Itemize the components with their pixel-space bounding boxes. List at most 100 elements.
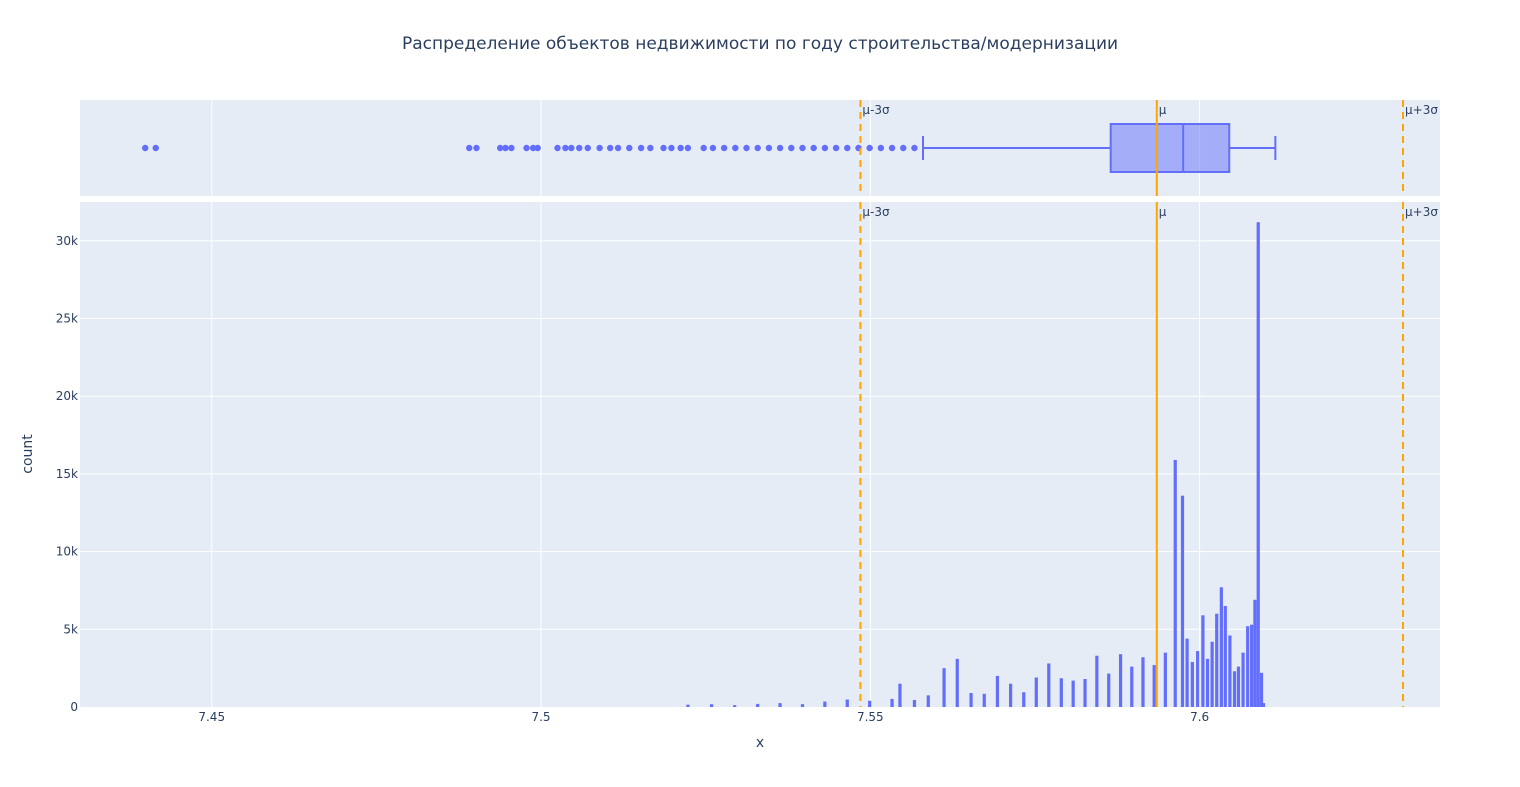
reference-lines: μ-3σ μ-3σ μ μ μ+3σ μ+3σ [859,100,1438,707]
histogram-bar [969,693,973,707]
histogram-bar [995,675,1000,707]
histogram-bar [1261,703,1266,707]
histogram-bar [942,668,946,707]
y-axis-label: count [20,434,36,474]
axis-ticks: 7.45 7.5 7.55 7.6 0 5k 10k 15k 20k 25k 30k [56,234,1209,724]
y-tick-label: 30k [56,234,78,248]
histogram-bar [1141,657,1145,707]
outlier-point [502,144,509,152]
x-tick-label: 7.45 [198,710,225,724]
histogram-bar [1232,671,1237,707]
outlier-point [709,144,717,152]
outlier-point [523,144,530,152]
outlier-point [911,144,918,152]
histogram-bar [926,695,930,707]
outlier-point [743,144,750,152]
y-tick-label: 0 [70,700,78,714]
histogram-bar [1034,677,1038,707]
outlier-point [554,144,561,152]
histogram-bar [868,700,872,707]
reference-line-label: μ+3σ [1405,205,1438,219]
histogram-bar [800,704,805,707]
outlier-point [606,144,614,152]
histogram-bar [1223,606,1227,707]
box-iqr [1109,123,1231,173]
histogram-bar [1205,658,1210,707]
outlier-point [810,144,817,152]
outlier-point [799,144,806,152]
histogram-bar [1130,666,1134,707]
outlier-point [821,144,829,152]
outlier-point [626,144,633,152]
outlier-point [900,144,907,152]
histogram-bar [1185,638,1189,707]
outlier-point [568,144,575,152]
outlier-point [732,144,739,152]
histogram-bar [1219,587,1223,707]
y-tick-label: 20k [56,389,78,403]
histogram-bar [912,700,917,707]
reference-line-label: μ-3σ [862,103,890,117]
outlier-point [529,144,537,152]
outlier-point [584,144,591,152]
histogram-bar [1228,635,1232,707]
histogram-bar [890,698,894,707]
outlier-point [684,144,692,152]
outlier-point [647,144,654,152]
outlier-point [700,144,707,152]
histogram-bar [1163,652,1167,707]
reference-line-label: μ+3σ [1405,103,1438,117]
outlier-point [576,144,583,152]
y-tick-label: 5k [63,622,78,636]
histogram-bars [686,222,1266,707]
x-tick-label: 7.6 [1190,710,1209,724]
histogram-bar [686,704,690,707]
histogram-bar [1253,599,1257,707]
histogram-bar [1246,626,1250,707]
histogram-bar [733,705,737,707]
histogram-bar [1107,673,1111,707]
histogram-bar [898,683,902,707]
histogram-bar [982,693,986,707]
outlier-point [844,144,851,152]
outlier-point [496,144,504,152]
y-tick-label: 25k [56,312,78,326]
histogram-bar [778,703,782,707]
histogram-bar [1256,222,1260,707]
reference-line-label: μ [1159,205,1167,219]
histogram-bar [1118,654,1123,707]
histogram-bar [955,658,959,707]
outlier-point [152,144,159,152]
histogram-bar [1190,661,1194,707]
outlier-point [754,144,761,152]
histogram-bar [1250,624,1254,707]
outlier-point [668,144,675,152]
outlier-point [832,144,840,152]
histogram-bar [1059,678,1063,707]
outlier-point [866,144,873,152]
outlier-point [877,144,885,152]
histogram-bar [756,703,760,707]
x-axis-label: x [756,735,764,751]
outlier-point [614,144,622,152]
outlier-point [765,144,773,152]
reference-line-label: μ-3σ [862,205,890,219]
y-tick-label: 15k [56,467,78,481]
histogram-bar [1259,672,1264,707]
outlier-point [776,144,784,152]
outlier-point [473,144,480,152]
histogram-bar [823,701,827,707]
outlier-point [660,144,667,152]
chart-title: Распределение объектов недвижимости по г… [401,34,1119,54]
outlier-point [888,144,896,152]
outlier-point [677,144,684,152]
histogram-bar [1236,666,1241,707]
outlier-point [637,144,645,152]
outlier-point [720,144,728,152]
histogram-bar [1180,495,1185,707]
histogram-bar [1241,652,1245,707]
box-plot [142,123,1277,173]
histogram-bar [1201,615,1205,707]
outlier-point [508,144,515,152]
histogram-bar [1071,680,1075,707]
